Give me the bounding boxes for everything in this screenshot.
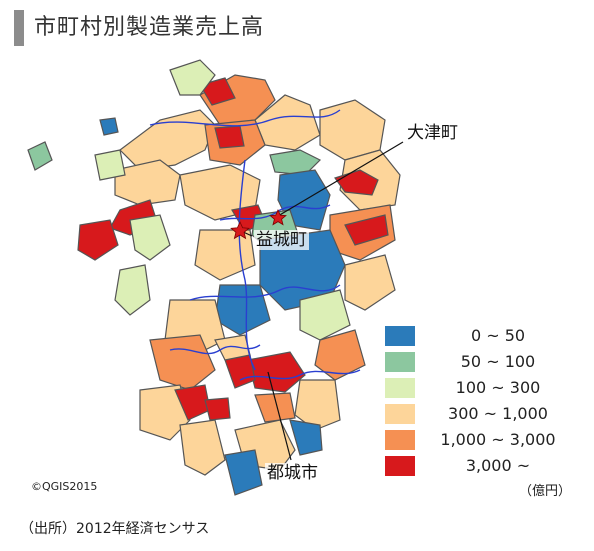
region-kumamoto-central xyxy=(194,229,256,281)
region-fukuoka-red xyxy=(214,125,245,149)
map-legend: 0 ~ 50 50 ~ 100 100 ~ 300 300 ~ 1,000 1,… xyxy=(385,323,585,479)
region-kagoshima-central xyxy=(214,334,251,361)
page-title: 市町村別製造業売上高 xyxy=(34,15,265,40)
region-kagoshima-east xyxy=(254,392,296,423)
region-kumamoto-southwest xyxy=(214,284,271,336)
credit-text: ©QGIS2015 xyxy=(31,480,98,493)
river-chikugo xyxy=(149,109,341,127)
region-miyazaki-south-blue xyxy=(289,419,323,456)
legend-label: 100 ~ 300 xyxy=(455,378,541,397)
river-kuma xyxy=(189,284,341,301)
region-fukuoka-west xyxy=(119,109,216,171)
legend-item-4: 1,000 ~ 3,000 xyxy=(385,427,585,453)
callout-otsu: 大津町 xyxy=(405,123,460,143)
region-saga xyxy=(114,159,181,206)
river-oyodo xyxy=(239,369,361,381)
legend-swatch xyxy=(385,456,415,476)
region-ue-green xyxy=(169,59,216,96)
region-miyazaki-north xyxy=(344,254,396,311)
rivers xyxy=(149,109,361,381)
region-kitakyushu xyxy=(199,77,236,106)
markers xyxy=(230,209,287,240)
legend-swatch xyxy=(385,404,415,424)
legend-item-1: 50 ~ 100 xyxy=(385,349,585,375)
region-oita-green xyxy=(269,149,322,176)
legend-label: 0 ~ 50 xyxy=(470,326,526,345)
region-kagoshima-city xyxy=(204,397,231,421)
region-island-fukue xyxy=(99,117,119,136)
legend-swatch xyxy=(385,378,415,398)
source-note: （出所）2012年経済センサス xyxy=(20,521,210,537)
leader-miyakonojo xyxy=(267,371,292,461)
legend-item-5: 3,000 ~ xyxy=(385,453,585,479)
star-marker-mashiki xyxy=(230,221,250,240)
region-kagoshima-north xyxy=(149,334,216,391)
region-kumamoto-light xyxy=(299,289,351,341)
legend-label: 300 ~ 1,000 xyxy=(448,404,548,423)
callout-mashiki: 益城町 xyxy=(254,230,309,250)
region-satsuma-peninsula xyxy=(179,419,226,476)
region-nagasaki-north xyxy=(77,219,119,261)
region-saga-green xyxy=(94,149,126,181)
legend-label: 1,000 ~ 3,000 xyxy=(440,430,556,449)
region-osumi-blue xyxy=(224,449,263,496)
legend-label: 3,000 ~ xyxy=(465,456,531,475)
unit-label: （億円） xyxy=(519,484,572,499)
legend-label: 50 ~ 100 xyxy=(460,352,536,371)
legend-swatch xyxy=(385,430,415,450)
legend-item-2: 100 ~ 300 xyxy=(385,375,585,401)
star-marker-otsu xyxy=(269,209,287,226)
river-shirakawa xyxy=(219,204,331,221)
leader-otsu xyxy=(277,141,404,217)
legend-swatch xyxy=(385,352,415,372)
region-miyakonojo xyxy=(247,351,306,393)
region-oita-east-red xyxy=(344,214,389,246)
region-kagoshima-west xyxy=(139,384,191,441)
title-accent-bar xyxy=(14,10,24,46)
region-nagasaki-peninsula xyxy=(114,264,151,316)
callout-miyakonojo: 都城市 xyxy=(265,463,320,483)
legend-swatch xyxy=(385,326,415,346)
legend-item-0: 0 ~ 50 xyxy=(385,323,585,349)
kyushu-choropleth-map xyxy=(27,59,404,496)
region-nagasaki-island xyxy=(129,214,171,261)
legend-item-3: 300 ~ 1,000 xyxy=(385,401,585,427)
river-north-south xyxy=(238,159,256,371)
region-island-west xyxy=(27,141,53,171)
municipality-regions xyxy=(27,59,401,496)
region-miyazaki-coast xyxy=(294,379,341,431)
